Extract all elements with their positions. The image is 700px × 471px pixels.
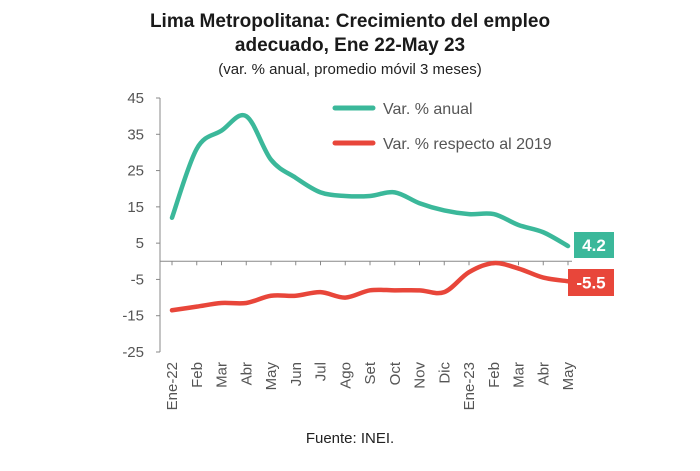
x-tick-label: Feb: [189, 362, 206, 388]
x-tick-label: Ago: [337, 362, 354, 389]
x-tick-label: Set: [362, 361, 379, 384]
x-tick-label: May: [560, 362, 577, 391]
end-value-label-2: -5.5: [576, 274, 605, 293]
x-tick-label: Jul: [313, 362, 330, 381]
y-tick-label: 35: [127, 126, 144, 143]
y-tick-label: -15: [122, 308, 144, 325]
x-tick-label: Nov: [412, 362, 429, 389]
x-tick-label: Mar: [511, 362, 528, 388]
chart-title-line-1: Lima Metropolitana: Crecimiento del empl…: [149, 11, 551, 32]
chart-subtitle: (var. % anual, promedio móvil 3 meses): [218, 61, 482, 78]
x-tick-label: Abr: [238, 362, 255, 385]
line-chart: 45 35 25 15 5 -5 -15 -25 Ene-22 Feb Mar Abr May Jun Ju…: [122, 90, 614, 410]
legend-label-1: Var. % anual: [383, 101, 473, 118]
y-tick-label: 25: [127, 163, 144, 180]
series-line-1: [169, 112, 571, 249]
end-value-badge-2: [568, 269, 614, 296]
x-tick-label: Jun: [288, 362, 305, 386]
x-tick-label: Feb: [486, 362, 503, 388]
x-tick-label: Abr: [535, 362, 552, 385]
y-tick-label: 45: [127, 90, 144, 107]
legend-label-2: Var. % respecto al 2019: [383, 136, 552, 153]
end-value-badge-1: [574, 232, 614, 258]
series-line-2: [169, 260, 571, 313]
x-tick-label: Ene-22: [164, 362, 181, 410]
y-tick-label: 5: [136, 235, 144, 252]
x-tick-label: Ene-23: [461, 362, 478, 410]
y-tick-label: -5: [131, 271, 144, 288]
x-tick-label: Mar: [214, 362, 231, 388]
x-tick-label: Oct: [387, 361, 404, 385]
chart-title-line-2: adecuado, Ene 22-May 23: [234, 35, 466, 56]
x-tick-label: Dic: [436, 362, 453, 384]
source-note: Fuente: INEI.: [305, 430, 395, 447]
y-tick-label: -25: [122, 344, 144, 361]
y-tick-label: 15: [127, 199, 144, 216]
end-value-label-1: 4.2: [582, 236, 606, 255]
x-tick-label: May: [263, 362, 280, 391]
